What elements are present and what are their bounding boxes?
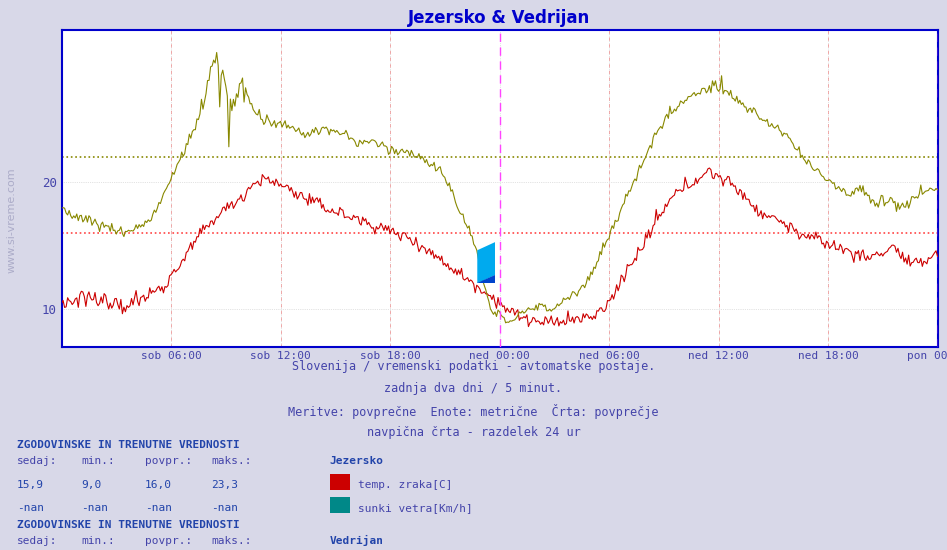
Text: Jezersko: Jezersko	[330, 456, 384, 466]
Text: zadnja dva dni / 5 minut.: zadnja dva dni / 5 minut.	[384, 382, 563, 395]
Text: ZGODOVINSKE IN TRENUTNE VREDNOSTI: ZGODOVINSKE IN TRENUTNE VREDNOSTI	[17, 440, 240, 450]
Polygon shape	[477, 275, 495, 283]
Text: -nan: -nan	[211, 503, 239, 513]
Text: min.:: min.:	[81, 456, 116, 466]
Text: maks.:: maks.:	[211, 456, 252, 466]
Text: sedaj:: sedaj:	[17, 536, 58, 546]
Text: navpična črta - razdelek 24 ur: navpična črta - razdelek 24 ur	[366, 426, 581, 439]
Text: 15,9: 15,9	[17, 480, 45, 490]
Text: min.:: min.:	[81, 536, 116, 546]
Text: -nan: -nan	[81, 503, 109, 513]
Text: 16,0: 16,0	[145, 480, 172, 490]
Text: povpr.:: povpr.:	[145, 456, 192, 466]
Polygon shape	[477, 242, 495, 283]
Text: -nan: -nan	[17, 503, 45, 513]
Text: Slovenija / vremenski podatki - avtomatske postaje.: Slovenija / vremenski podatki - avtomats…	[292, 360, 655, 373]
Text: 9,0: 9,0	[81, 480, 101, 490]
Text: sedaj:: sedaj:	[17, 456, 58, 466]
Text: www.si-vreme.com: www.si-vreme.com	[7, 167, 16, 273]
Text: Meritve: povprečne  Enote: metrične  Črta: povprečje: Meritve: povprečne Enote: metrične Črta:…	[288, 404, 659, 419]
Text: povpr.:: povpr.:	[145, 536, 192, 546]
Text: ZGODOVINSKE IN TRENUTNE VREDNOSTI: ZGODOVINSKE IN TRENUTNE VREDNOSTI	[17, 520, 240, 530]
Text: maks.:: maks.:	[211, 536, 252, 546]
Title: Jezersko & Vedrijan: Jezersko & Vedrijan	[408, 9, 591, 28]
Text: 23,3: 23,3	[211, 480, 239, 490]
Text: -nan: -nan	[145, 503, 172, 513]
Text: Vedrijan: Vedrijan	[330, 535, 384, 546]
Text: sunki vetra[Km/h]: sunki vetra[Km/h]	[358, 503, 473, 513]
Text: temp. zraka[C]: temp. zraka[C]	[358, 480, 453, 490]
